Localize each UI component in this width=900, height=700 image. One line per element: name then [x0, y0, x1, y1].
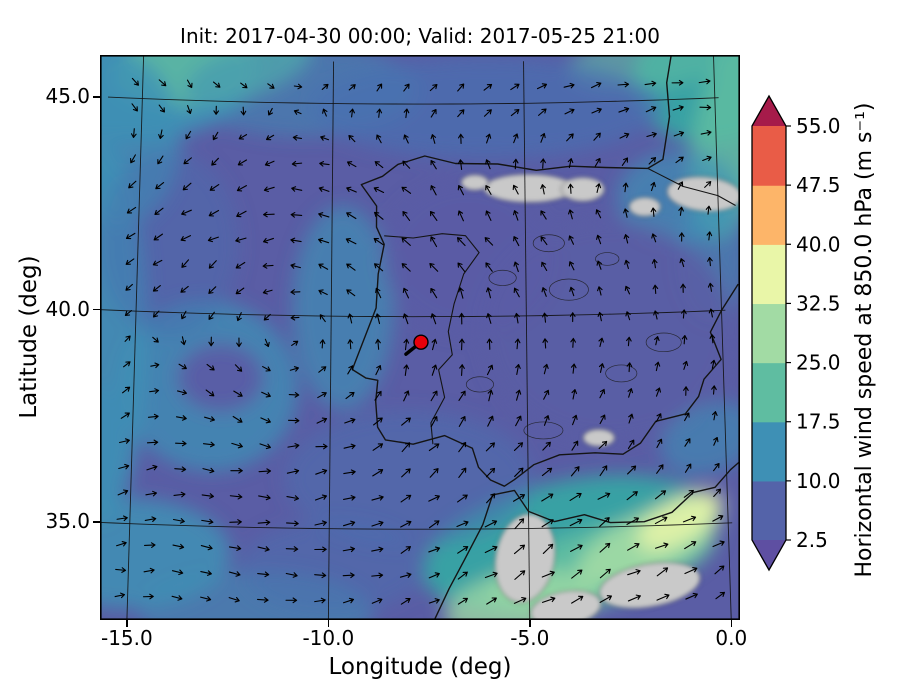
- x-tick-label: -15.0: [100, 626, 153, 650]
- graticule: [100, 55, 733, 620]
- y-tick-label: 35.0: [45, 509, 90, 534]
- x-tick-label: 0.0: [715, 626, 748, 650]
- colorbar-tick-label: 25.0: [796, 351, 841, 375]
- x-tick-mark: [327, 620, 330, 627]
- colorbar-band: [752, 244, 786, 305]
- y-tick-label: 40.0: [45, 296, 90, 321]
- y-axis-label: Latitude (deg): [16, 255, 42, 419]
- colorbar-tick-label: 55.0: [796, 114, 841, 138]
- colorbar-band: [752, 126, 786, 186]
- x-tick-label: -10.0: [302, 626, 355, 650]
- terrain-mask: [460, 173, 740, 620]
- y-tick-mark: [93, 96, 100, 98]
- y-tick-mark: [93, 521, 100, 523]
- x-tick-mark: [529, 620, 531, 627]
- colorbar-label: Horizontal wind speed at 850.0 hPa (m s⁻…: [852, 102, 877, 578]
- y-tick-label: 45.0: [45, 84, 90, 109]
- coastline-path: [351, 55, 740, 620]
- wind-arrows: [114, 77, 725, 605]
- colorbar-band: [752, 185, 786, 245]
- colorbar-tick-label: 32.5: [796, 291, 841, 315]
- location-marker: [404, 334, 429, 356]
- plot-frame: [100, 55, 740, 620]
- colorbar-band: [752, 421, 786, 482]
- plot-title: Init: 2017-04-30 00:00; Valid: 2017-05-2…: [180, 24, 660, 48]
- colorbar-tick-label: 10.0: [796, 469, 841, 493]
- colorbar-band: [752, 480, 786, 541]
- x-axis-label: Longitude (deg): [328, 654, 512, 680]
- colorbar: 55.0 47.5 40.0 32.5 25.0 17.5 10.0 2.5: [751, 94, 841, 572]
- x-tick-label: -5.0: [510, 626, 550, 650]
- colorbar-tick-label: 17.5: [796, 410, 841, 434]
- colorbar-over-arrow: [752, 96, 786, 126]
- y-tick-mark: [93, 308, 100, 311]
- wind-map-plot: [100, 55, 740, 620]
- x-tick-mark: [730, 620, 733, 627]
- x-tick-mark: [126, 620, 128, 627]
- colorbar-band: [752, 303, 786, 364]
- colorbar-tick-label: 40.0: [796, 232, 841, 256]
- colorbar-band: [752, 362, 786, 423]
- colorbar-tick-label: 2.5: [796, 528, 828, 552]
- colorbar-tick-label: 47.5: [796, 173, 841, 197]
- colorbar-under-arrow: [752, 540, 786, 570]
